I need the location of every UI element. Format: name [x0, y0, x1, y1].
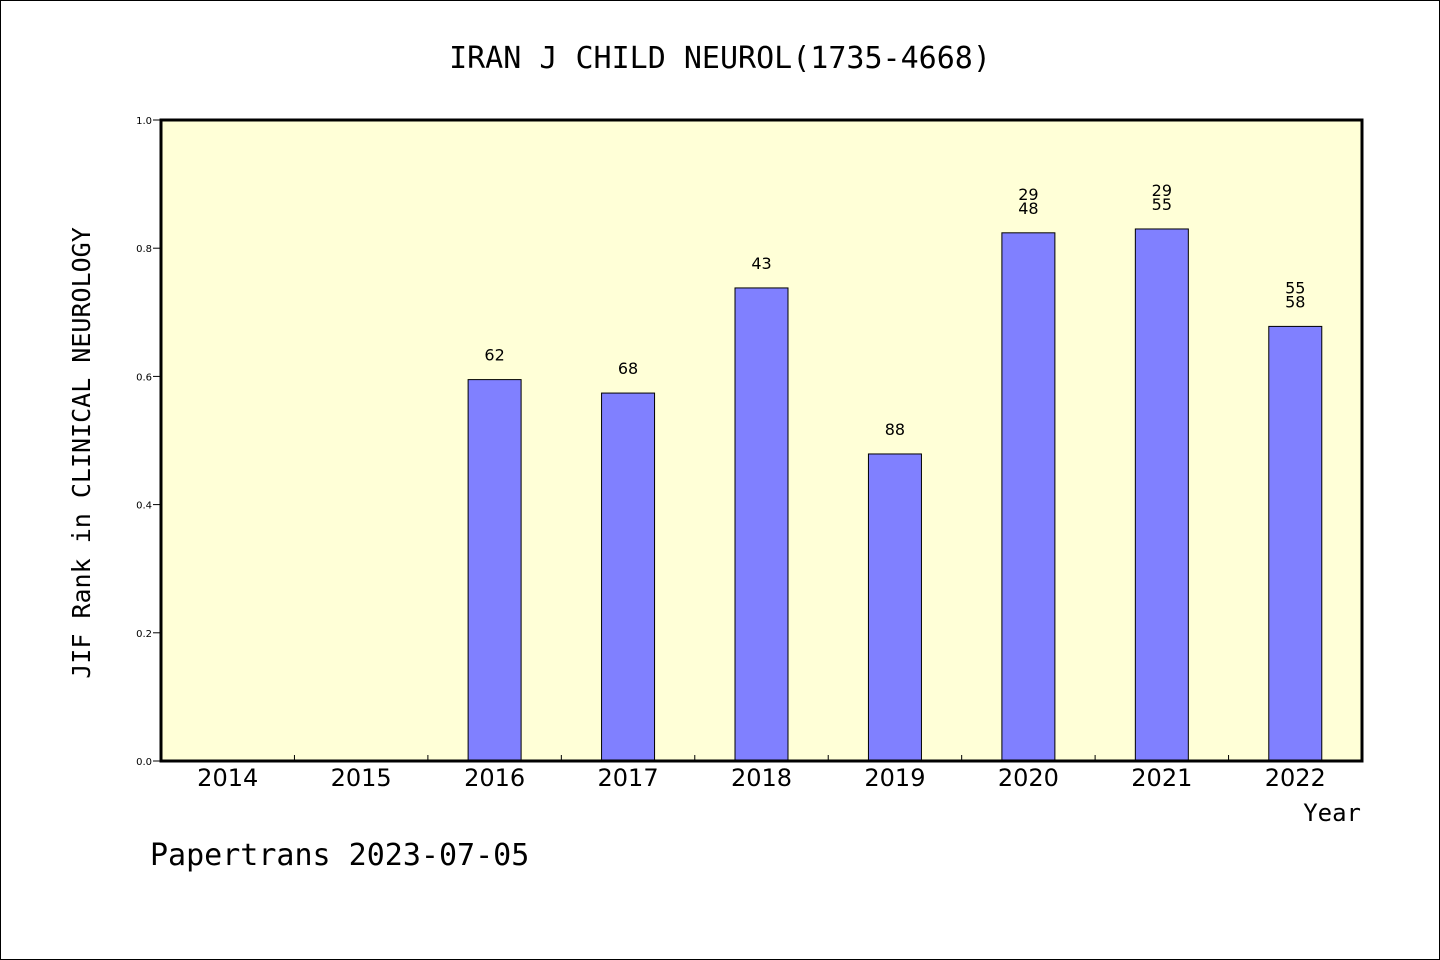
bar-2016	[467, 379, 522, 762]
x-axis-label: Year	[1303, 799, 1361, 827]
bars-group	[467, 228, 1323, 762]
data-label: 62	[484, 346, 504, 365]
x-tick-label: 2018	[731, 764, 792, 792]
data-label: 48	[1018, 199, 1038, 218]
data-label: 88	[885, 420, 905, 439]
data-label: 58	[1285, 292, 1305, 311]
data-label: 55	[1152, 195, 1172, 214]
plot-frame	[159, 118, 1364, 763]
y-tick-label: 0.0	[136, 757, 152, 768]
bar-2017	[601, 392, 656, 762]
x-tick-label: 2016	[464, 764, 525, 792]
y-tick-label: 0.4	[136, 501, 152, 512]
y-tick-label: 0.2	[136, 629, 152, 640]
y-tick-label: 0.8	[136, 244, 152, 255]
x-tick-label: 2017	[598, 764, 659, 792]
y-axis-label: JIF Rank in CLINICAL NEUROLOGY	[67, 227, 96, 679]
x-tick-label: 2020	[998, 764, 1059, 792]
bar-2021	[1134, 228, 1189, 762]
data-label: 68	[618, 359, 638, 378]
data-label: 29	[1152, 181, 1172, 200]
data-label: 29	[1018, 185, 1038, 204]
y-tick-label: 0.6	[136, 372, 152, 383]
bar-2019	[867, 453, 922, 762]
y-axis: 0.0 0.2 0.4 0.6 0.8 1.0	[136, 116, 161, 768]
x-tick-label: 2021	[1131, 764, 1192, 792]
bar-2020	[1001, 232, 1056, 762]
bar-2022	[1268, 325, 1323, 762]
data-label: 43	[751, 254, 771, 273]
y-tick-label: 1.0	[136, 116, 152, 127]
bar-2018	[734, 287, 789, 762]
x-tick-label: 2014	[197, 764, 258, 792]
data-label: 55	[1285, 278, 1305, 297]
x-axis: 2014 2015 2016 2017 2018 2019 2020 2021 2022	[197, 755, 1326, 792]
x-tick-label: 2015	[331, 764, 392, 792]
x-tick-label: 2022	[1265, 764, 1326, 792]
chart-title: IRAN J CHILD NEUROL(1735-4668)	[449, 41, 991, 76]
credit-footer: Papertrans 2023-07-05	[150, 838, 529, 873]
x-tick-label: 2019	[864, 764, 925, 792]
